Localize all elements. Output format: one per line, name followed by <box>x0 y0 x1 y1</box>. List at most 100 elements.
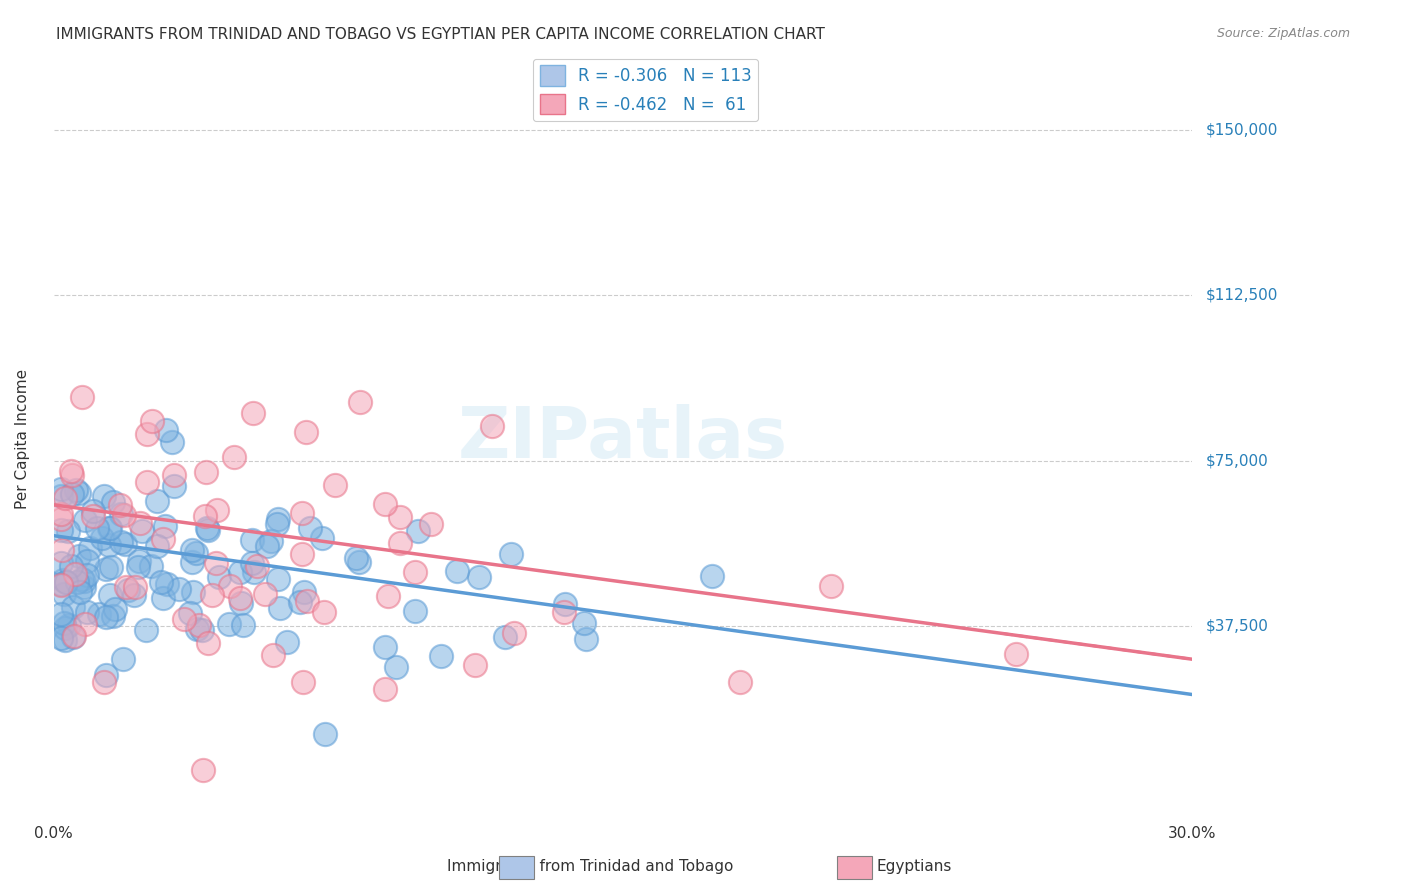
Point <box>184 546 207 560</box>
Point <box>60 487 83 501</box>
Point <box>163 467 186 482</box>
Point <box>218 616 240 631</box>
Point <box>173 612 195 626</box>
Point <box>75 616 97 631</box>
Point <box>150 574 173 589</box>
Point <box>128 554 150 568</box>
Point <box>112 508 135 522</box>
Point <box>201 588 224 602</box>
Point <box>66 574 89 589</box>
Point <box>51 576 73 591</box>
Point <box>195 521 218 535</box>
Point <box>240 556 263 570</box>
Point <box>468 570 491 584</box>
Point <box>94 668 117 682</box>
Point <box>51 524 73 538</box>
Point <box>52 616 75 631</box>
Point <box>67 549 90 563</box>
Point <box>218 579 240 593</box>
Point <box>499 547 522 561</box>
Point <box>232 618 254 632</box>
Point <box>79 541 101 555</box>
Point <box>266 572 288 586</box>
Point <box>404 565 426 579</box>
Point <box>51 556 73 570</box>
Point <box>481 418 503 433</box>
Point <box>554 597 576 611</box>
Point <box>97 521 120 535</box>
Point <box>242 565 264 579</box>
Point <box>127 560 149 574</box>
Point <box>62 630 84 644</box>
Point <box>191 623 214 637</box>
Point <box>111 652 134 666</box>
Point <box>162 434 184 449</box>
Point <box>69 585 91 599</box>
Point <box>269 600 291 615</box>
Point <box>135 426 157 441</box>
Point <box>100 559 122 574</box>
Point <box>240 533 263 548</box>
Point <box>314 727 336 741</box>
Legend: R = -0.306   N = 113, R = -0.462   N =  61: R = -0.306 N = 113, R = -0.462 N = 61 <box>533 59 758 121</box>
Point <box>311 531 333 545</box>
Point <box>294 584 316 599</box>
Point <box>187 617 209 632</box>
Point <box>262 648 284 663</box>
Point <box>291 547 314 561</box>
Point <box>1005 647 1028 661</box>
Point <box>312 605 335 619</box>
Point <box>152 532 174 546</box>
Point <box>229 565 252 579</box>
Point <box>197 523 219 537</box>
Point <box>51 607 73 621</box>
Point <box>122 589 145 603</box>
Point <box>295 593 318 607</box>
Point <box>181 542 204 557</box>
Point <box>103 495 125 509</box>
Point <box>574 632 596 647</box>
Point <box>288 594 311 608</box>
Text: Source: ZipAtlas.com: Source: ZipAtlas.com <box>1216 27 1350 40</box>
Point <box>388 536 411 550</box>
Point <box>141 414 163 428</box>
Point <box>389 510 412 524</box>
Point <box>73 580 96 594</box>
Point <box>51 482 73 496</box>
Point <box>420 517 443 532</box>
Point <box>65 483 87 498</box>
Point <box>446 565 468 579</box>
Point <box>728 675 751 690</box>
Point <box>93 489 115 503</box>
Point <box>63 566 86 581</box>
Point <box>52 587 75 601</box>
Point <box>104 602 127 616</box>
Point <box>299 520 322 534</box>
Point <box>128 516 150 530</box>
Point <box>59 464 82 478</box>
Point <box>266 517 288 532</box>
Text: Immigrants from Trinidad and Tobago: Immigrants from Trinidad and Tobago <box>447 859 734 874</box>
Point <box>429 648 451 663</box>
Point <box>62 599 84 614</box>
Point <box>53 491 76 505</box>
Point <box>76 567 98 582</box>
Point <box>242 406 264 420</box>
Point <box>494 630 516 644</box>
Point <box>93 674 115 689</box>
Point <box>135 623 157 637</box>
Point <box>70 572 93 586</box>
Point <box>87 607 110 621</box>
Point <box>51 511 73 525</box>
Point <box>94 562 117 576</box>
Point <box>572 616 595 631</box>
Point <box>229 596 252 610</box>
Text: IMMIGRANTS FROM TRINIDAD AND TOBAGO VS EGYPTIAN PER CAPITA INCOME CORRELATION CH: IMMIGRANTS FROM TRINIDAD AND TOBAGO VS E… <box>56 27 825 42</box>
Point <box>191 763 214 777</box>
Point <box>82 508 104 523</box>
Point <box>260 533 283 548</box>
Point <box>700 568 723 582</box>
Point <box>146 539 169 553</box>
Point <box>51 507 73 521</box>
Point <box>229 591 252 606</box>
